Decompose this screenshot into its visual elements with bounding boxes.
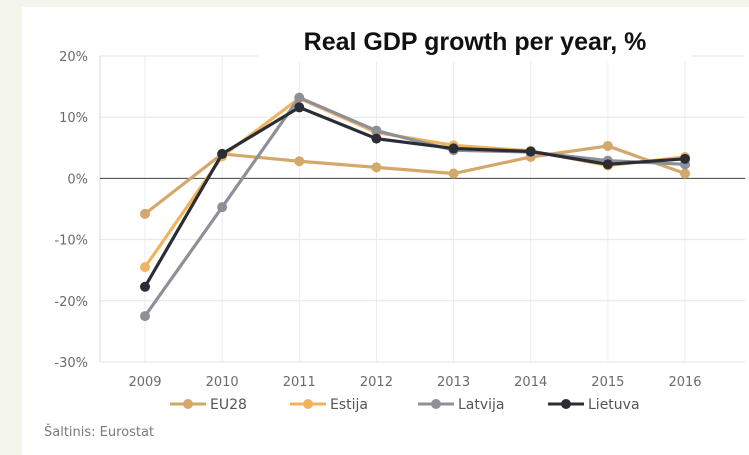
legend-marker-latvija (431, 399, 441, 409)
series-lines (140, 92, 690, 322)
legend-marker-lietuva (561, 399, 571, 409)
legend: EU28 Estija Latvija Lietuva (170, 397, 640, 413)
data-point-eu28 (140, 208, 150, 219)
data-point-lietuva (140, 281, 150, 292)
x-axis-tick-labels: 2009 2010 2011 2012 2013 2014 2015 2016 (128, 375, 701, 390)
chart-panel (22, 7, 749, 455)
grid-lines (99, 55, 745, 363)
data-point-eu28 (680, 168, 690, 179)
data-point-lietuva (525, 146, 536, 157)
y-tick-label: 0% (67, 172, 88, 187)
legend-label-latvija: Latvija (458, 397, 505, 413)
source-note: Šaltinis: Eurostat (44, 425, 155, 440)
legend-label-estija: Estija (330, 397, 368, 413)
data-point-lietuva (680, 153, 690, 164)
y-tick-label: -30% (54, 356, 88, 371)
x-tick-label: 2010 (206, 375, 239, 390)
x-tick-label: 2016 (668, 375, 701, 390)
y-tick-label: 20% (59, 50, 88, 65)
legend-marker-estija (303, 399, 313, 409)
data-point-lietuva (371, 133, 382, 144)
x-tick-label: 2014 (514, 375, 547, 390)
series-line-eu28 (144, 144, 686, 216)
data-point-latvija (217, 202, 228, 213)
x-tick-label: 2009 (128, 375, 161, 390)
y-axis-tick-labels: 20% 10% 0% -10% -20% -30% (54, 50, 88, 371)
y-tick-label: -20% (54, 295, 88, 310)
data-point-estija (140, 262, 150, 273)
legend-label-eu28: EU28 (210, 397, 247, 413)
x-tick-label: 2013 (437, 375, 470, 390)
x-tick-label: 2012 (360, 375, 393, 390)
series-line-estija (143, 96, 686, 269)
data-point-eu28 (294, 156, 305, 167)
legend-marker-eu28 (183, 399, 193, 409)
series-line-lietuva (143, 105, 686, 288)
data-point-eu28 (602, 140, 613, 151)
chart-title: Real GDP growth per year, % (303, 27, 647, 56)
x-tick-label: 2011 (283, 375, 316, 390)
data-point-lietuva (217, 148, 228, 159)
chart-title-box: Real GDP growth per year, % (258, 22, 692, 62)
y-tick-label: 10% (59, 111, 88, 126)
data-point-latvija (294, 92, 305, 103)
data-point-latvija (371, 125, 382, 136)
data-point-eu28 (371, 162, 382, 173)
data-point-lietuva (602, 159, 613, 170)
data-point-eu28 (448, 168, 459, 179)
x-tick-label: 2015 (591, 375, 624, 390)
y-tick-label: -10% (54, 234, 88, 249)
data-point-lietuva (448, 143, 459, 154)
legend-label-lietuva: Lietuva (588, 397, 640, 413)
data-point-lietuva (294, 102, 305, 113)
series-line-latvija (143, 96, 686, 318)
data-point-latvija (140, 311, 150, 322)
